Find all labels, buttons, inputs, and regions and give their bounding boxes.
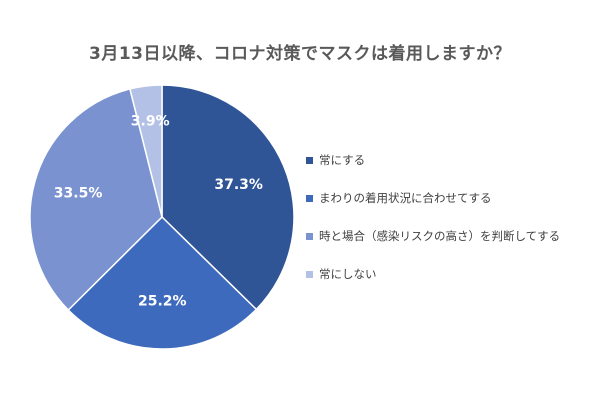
pie-data-label: 33.5% bbox=[54, 186, 103, 202]
pie-slice bbox=[29, 88, 163, 312]
legend-swatch bbox=[306, 194, 313, 202]
pie-slice bbox=[67, 215, 258, 350]
legend-swatch bbox=[306, 232, 313, 240]
legend-item: 時と場合（感染リスクの高さ）を判断してする bbox=[306, 226, 596, 246]
legend-item: まわりの着用状況に合わせてする bbox=[306, 188, 596, 208]
legend-swatch bbox=[306, 270, 313, 278]
pie-slice bbox=[129, 84, 163, 218]
legend-item: 常にする bbox=[306, 150, 596, 170]
legend-label: 常にする bbox=[319, 153, 366, 167]
pie-data-labels: 37.3% 25.2% 33.5% 3.9% bbox=[54, 113, 263, 309]
legend: 常にする まわりの着用状況に合わせてする 時と場合（感染リスクの高さ）を判断して… bbox=[306, 150, 596, 302]
pie-data-label: 3.9% bbox=[131, 113, 170, 129]
legend-label: 時と場合（感染リスクの高さ）を判断してする bbox=[319, 229, 561, 243]
legend-item: 常にしない bbox=[306, 264, 596, 284]
legend-label: 常にしない bbox=[319, 267, 377, 281]
pie-data-label: 37.3% bbox=[214, 177, 263, 193]
pie-data-label: 25.2% bbox=[138, 293, 187, 309]
chart-title: 3月13日以降、コロナ対策でマスクは着用しますか？ bbox=[89, 44, 511, 64]
legend-swatch bbox=[306, 156, 313, 164]
pie-slices bbox=[29, 84, 295, 350]
legend-label: まわりの着用状況に合わせてする bbox=[319, 191, 492, 205]
pie-slice bbox=[161, 84, 295, 311]
